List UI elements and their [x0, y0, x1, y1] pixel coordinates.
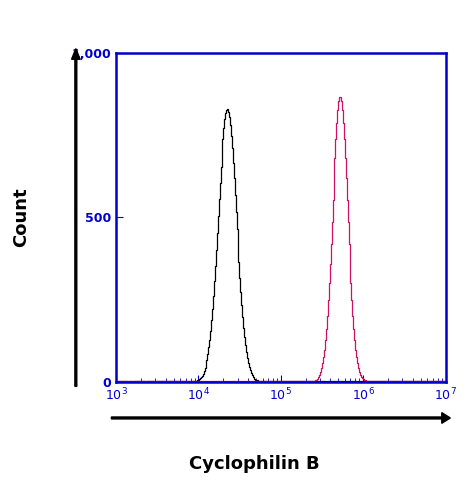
Text: Count: Count [12, 188, 30, 247]
Text: Cyclophilin B: Cyclophilin B [189, 455, 320, 473]
